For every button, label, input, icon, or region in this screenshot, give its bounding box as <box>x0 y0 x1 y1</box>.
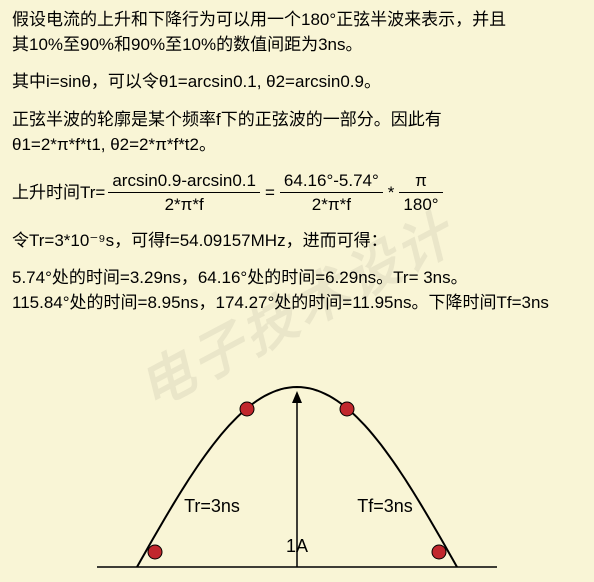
threshold-point-3 <box>432 545 446 559</box>
paragraph-3: 正弦半波的轮廓是某个频率f下的正弦波的一部分。因此有 θ1=2*π*f*t1, … <box>12 108 584 157</box>
tf-label: Tf=3ns <box>357 496 413 516</box>
denominator: 2*π*f <box>161 194 208 215</box>
threshold-point-0 <box>148 545 162 559</box>
document-body: 假设电流的上升和下降行为可以用一个180°正弦半波来表示，并且 其10%至90%… <box>0 0 594 316</box>
arrowhead-icon <box>292 391 302 403</box>
threshold-point-2 <box>340 402 354 416</box>
text-line: 其中i=sinθ，可以令θ1=arcsin0.1, θ2=arcsin0.9。 <box>12 72 381 91</box>
text-line: 其10%至90%和90%至10%的数值间距为3ns。 <box>12 35 363 54</box>
half-sine-chart: Tr=3ns Tf=3ns 1A <box>0 357 594 582</box>
numerator: arcsin0.9-arcsin0.1 <box>108 170 260 191</box>
fraction-bar <box>399 192 442 193</box>
paragraph-1: 假设电流的上升和下降行为可以用一个180°正弦半波来表示，并且 其10%至90%… <box>12 8 584 57</box>
fraction-bar <box>280 192 383 193</box>
fraction-bar <box>108 192 260 193</box>
fraction-3: π 180° <box>399 170 442 216</box>
rise-time-formula: 上升时间Tr= arcsin0.9-arcsin0.1 2*π*f = 64.1… <box>12 170 584 216</box>
paragraph-4: 令Tr=3*10⁻⁹s，可得f=54.09157MHz，进而可得： <box>12 229 584 254</box>
text-line: 假设电流的上升和下降行为可以用一个180°正弦半波来表示，并且 <box>12 10 506 29</box>
paragraph-2: 其中i=sinθ，可以令θ1=arcsin0.1, θ2=arcsin0.9。 <box>12 70 584 95</box>
amplitude-label: 1A <box>286 536 308 556</box>
text-line: 115.84°处的时间=8.95ns，174.27°处的时间=11.95ns。下… <box>12 293 549 312</box>
equals-sign: = <box>263 181 277 206</box>
paragraph-5: 5.74°处的时间=3.29ns，64.16°处的时间=6.29ns。Tr= 3… <box>12 266 584 315</box>
fraction-2: 64.16°-5.74° 2*π*f <box>280 170 383 216</box>
text-line: 令Tr=3*10⁻⁹s，可得f=54.09157MHz，进而可得： <box>12 231 388 250</box>
text-line: 正弦半波的轮廓是某个频率f下的正弦波的一部分。因此有 <box>12 110 442 129</box>
denominator: 2*π*f <box>308 194 355 215</box>
fraction-1: arcsin0.9-arcsin0.1 2*π*f <box>108 170 260 216</box>
numerator: 64.16°-5.74° <box>280 170 383 191</box>
text-line: θ1=2*π*f*t1, θ2=2*π*f*t2。 <box>12 135 216 154</box>
denominator: 180° <box>399 194 442 215</box>
tr-label: Tr=3ns <box>184 496 240 516</box>
chart-svg: Tr=3ns Tf=3ns 1A <box>67 357 527 582</box>
threshold-point-1 <box>240 402 254 416</box>
multiply-sign: * <box>386 181 397 206</box>
text-line: 5.74°处的时间=3.29ns，64.16°处的时间=6.29ns。Tr= 3… <box>12 268 468 287</box>
formula-lead: 上升时间Tr= <box>12 181 105 206</box>
numerator: π <box>411 170 431 191</box>
